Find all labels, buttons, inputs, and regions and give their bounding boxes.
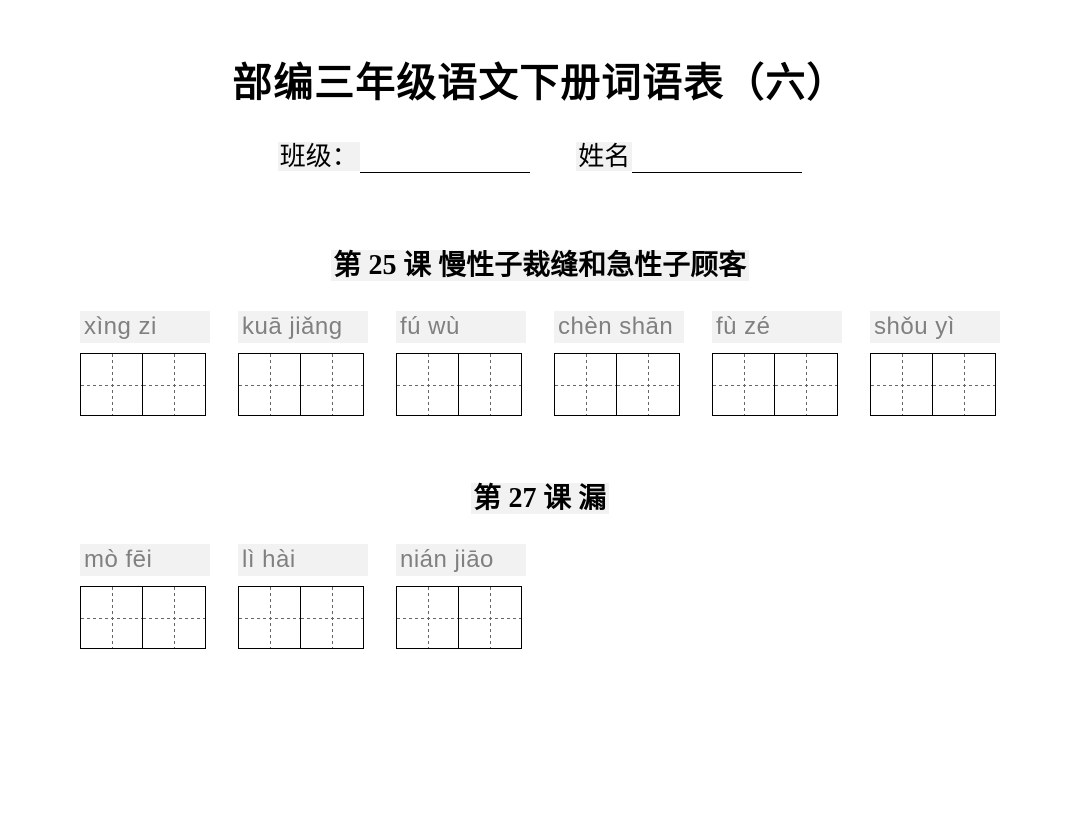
char-boxes bbox=[396, 586, 526, 649]
word-unit: fú wù bbox=[396, 311, 526, 416]
word-unit: xìng zi bbox=[80, 311, 210, 416]
word-unit: nián jiāo bbox=[396, 544, 526, 649]
char-boxes bbox=[870, 353, 1000, 416]
pinyin-label: kuā jiǎng bbox=[238, 311, 368, 343]
class-blank bbox=[360, 147, 530, 173]
word-unit: fù zé bbox=[712, 311, 842, 416]
word-unit: mò fēi bbox=[80, 544, 210, 649]
lesson-title: 第 27 课 漏 bbox=[78, 476, 1002, 516]
char-box bbox=[238, 586, 301, 649]
pinyin-label: xìng zi bbox=[80, 311, 210, 343]
name-blank bbox=[632, 147, 802, 173]
word-unit: kuā jiǎng bbox=[238, 311, 368, 416]
word-unit: chèn shān bbox=[554, 311, 684, 416]
char-box bbox=[396, 586, 459, 649]
class-label: 班级： bbox=[278, 142, 360, 171]
char-boxes bbox=[80, 586, 210, 649]
words-row: xìng zi kuā jiǎng fú wù chèn shān fù zé shǒu … bbox=[80, 311, 1002, 416]
char-box bbox=[712, 353, 775, 416]
char-box bbox=[80, 353, 143, 416]
page-title: 部编三年级语文下册词语表（六） bbox=[78, 50, 1002, 108]
char-box bbox=[459, 353, 522, 416]
char-box bbox=[554, 353, 617, 416]
pinyin-label: fù zé bbox=[712, 311, 842, 343]
char-boxes bbox=[712, 353, 842, 416]
char-box bbox=[301, 353, 364, 416]
char-boxes bbox=[238, 353, 368, 416]
char-box bbox=[238, 353, 301, 416]
pinyin-label: lì hài bbox=[238, 544, 368, 576]
char-box bbox=[933, 353, 996, 416]
lesson-block: 第 27 课 漏 mò fēi lì hài nián jiāo bbox=[78, 476, 1002, 649]
pinyin-label: mò fēi bbox=[80, 544, 210, 576]
char-box bbox=[301, 586, 364, 649]
char-boxes bbox=[554, 353, 684, 416]
name-label: 姓名 bbox=[576, 142, 632, 171]
char-box bbox=[80, 586, 143, 649]
char-box bbox=[870, 353, 933, 416]
word-unit: lì hài bbox=[238, 544, 368, 649]
lessons-container: 第 25 课 慢性子裁缝和急性子顾客 xìng zi kuā jiǎng fú wù c… bbox=[78, 243, 1002, 649]
char-box bbox=[143, 586, 206, 649]
pinyin-label: shǒu yì bbox=[870, 311, 1000, 343]
pinyin-label: fú wù bbox=[396, 311, 526, 343]
lesson-block: 第 25 课 慢性子裁缝和急性子顾客 xìng zi kuā jiǎng fú wù c… bbox=[78, 243, 1002, 416]
lesson-title-text: 第 25 课 慢性子裁缝和急性子顾客 bbox=[331, 250, 748, 281]
char-box bbox=[459, 586, 522, 649]
pinyin-label: chèn shān bbox=[554, 311, 684, 343]
char-boxes bbox=[238, 586, 368, 649]
info-line: 班级： 姓名 bbox=[78, 136, 1002, 173]
words-row: mò fēi lì hài nián jiāo bbox=[80, 544, 1002, 649]
char-box bbox=[775, 353, 838, 416]
lesson-title: 第 25 课 慢性子裁缝和急性子顾客 bbox=[78, 243, 1002, 283]
word-unit: shǒu yì bbox=[870, 311, 1000, 416]
char-box bbox=[143, 353, 206, 416]
char-box bbox=[396, 353, 459, 416]
char-boxes bbox=[396, 353, 526, 416]
char-box bbox=[617, 353, 680, 416]
pinyin-label: nián jiāo bbox=[396, 544, 526, 576]
char-boxes bbox=[80, 353, 210, 416]
lesson-title-text: 第 27 课 漏 bbox=[471, 483, 608, 514]
